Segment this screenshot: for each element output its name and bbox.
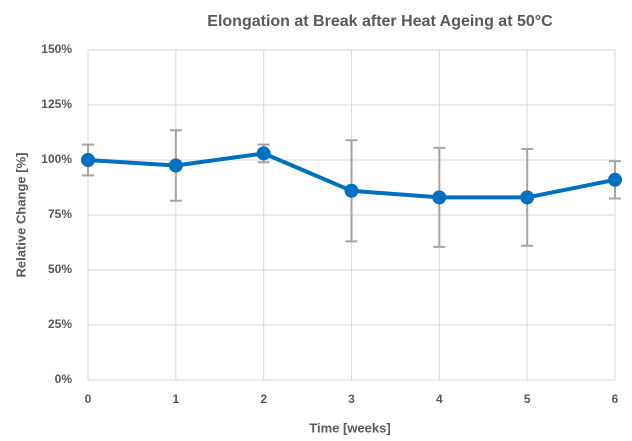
x-tick-label: 0 [85,392,92,406]
marker [256,146,271,161]
y-tick-label: 100% [41,152,72,166]
marker [81,153,95,167]
y-tick-label: 50% [48,262,72,276]
marker [344,183,359,198]
x-tick-label: 2 [260,392,267,406]
y-axis-label: Relative Change [%] [13,153,28,278]
y-tick-label: 75% [48,207,72,221]
x-tick-label: 6 [612,392,619,406]
marker [432,190,447,205]
y-tick-label: 25% [48,317,72,331]
y-tick-label: 0% [55,372,73,386]
chart-title: Elongation at Break after Heat Ageing at… [207,13,553,30]
x-tick-label: 5 [524,392,531,406]
x-tick-label: 1 [172,392,179,406]
y-tick-label: 125% [41,97,72,111]
x-axis-label: Time [weeks] [309,420,390,435]
marker [168,158,183,173]
x-tick-label: 3 [348,392,355,406]
x-tick-label: 4 [436,392,443,406]
marker [608,172,622,187]
y-tick-label: 150% [41,42,72,56]
marker [520,190,535,205]
